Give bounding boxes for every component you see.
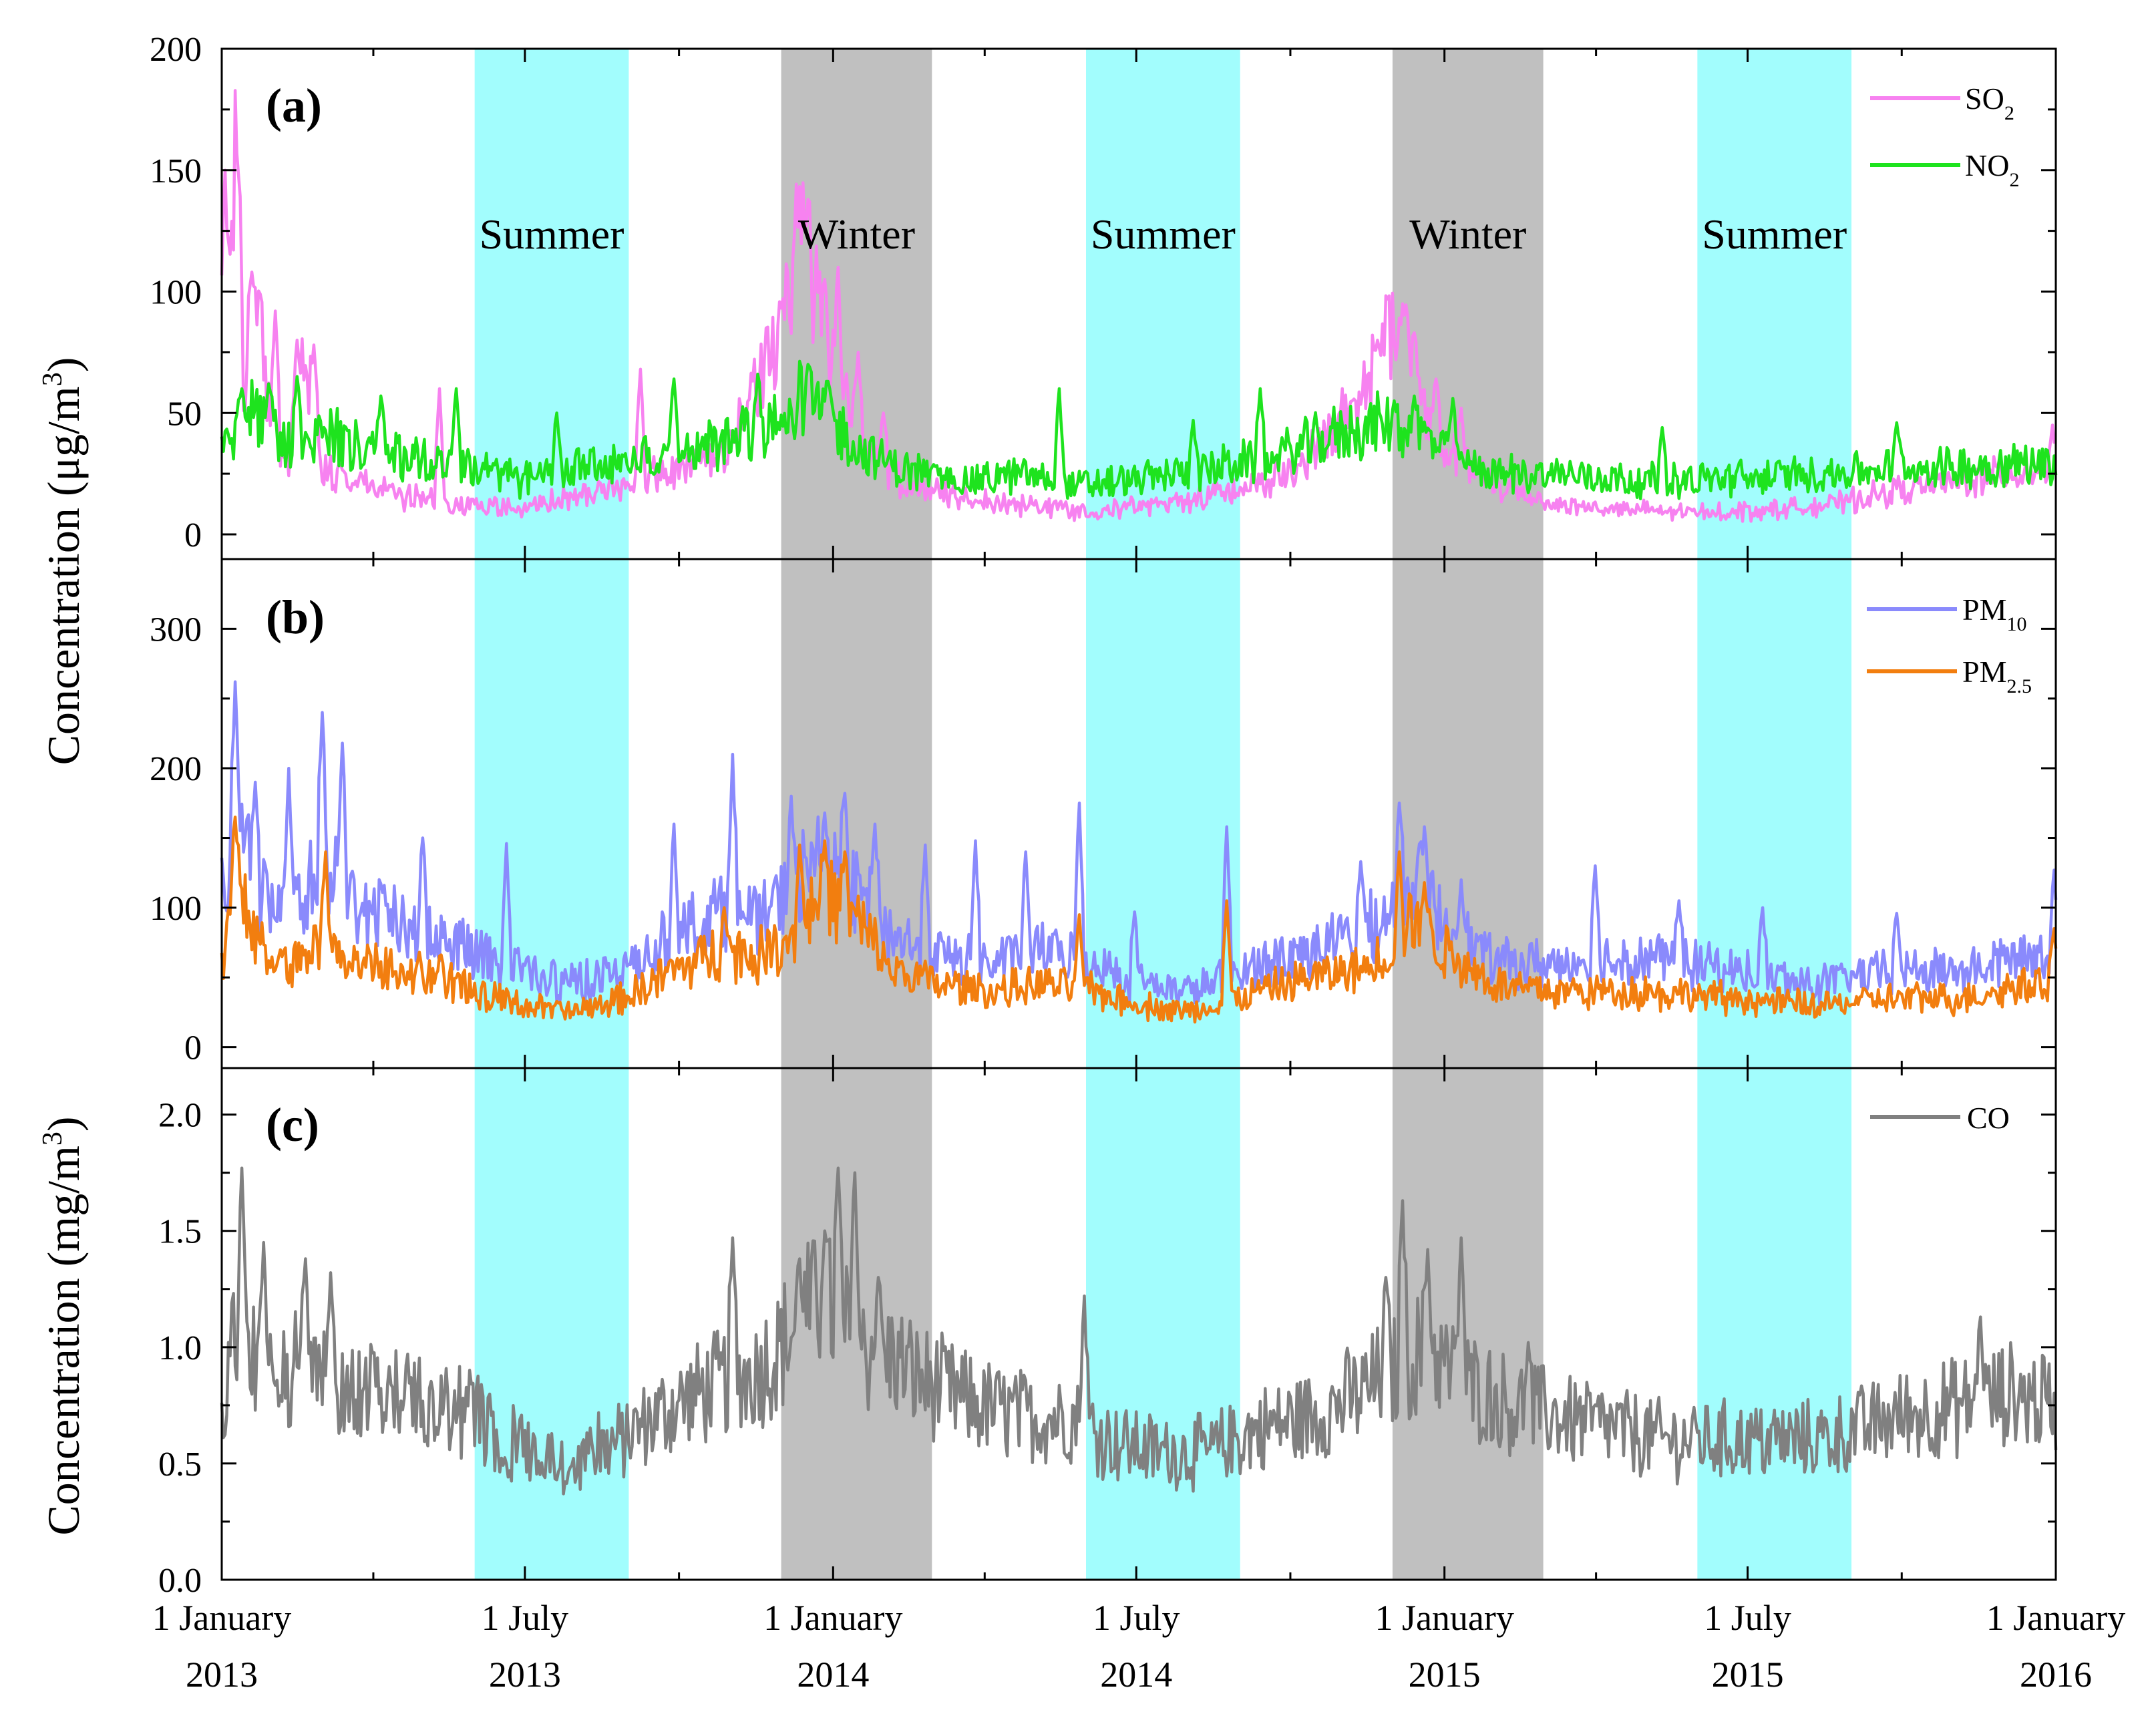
ytick-label-a-1: 50 bbox=[167, 395, 202, 433]
xtick-label-6: 1 January bbox=[1986, 1598, 2125, 1638]
ytick-label-b-1: 100 bbox=[150, 890, 202, 928]
season-band-4 bbox=[1697, 49, 1852, 1580]
ytick-label-c-3: 1.5 bbox=[158, 1213, 202, 1251]
xtick-label-0: 1 January bbox=[152, 1598, 291, 1638]
svg-text:PM10: PM10 bbox=[1962, 592, 2026, 635]
xtick-year-4: 2015 bbox=[1409, 1655, 1481, 1695]
ytick-label-a-0: 0 bbox=[184, 516, 202, 554]
xtick-label-3: 1 July bbox=[1093, 1598, 1180, 1638]
legend-label-so2: SO bbox=[1965, 81, 2004, 116]
series-line-b-0 bbox=[220, 680, 2058, 1007]
panel-label-a: (a) bbox=[266, 79, 322, 132]
legend-b: PM10 PM2.5 bbox=[1867, 592, 2032, 697]
data-series bbox=[220, 89, 2058, 1496]
xtick-label-5: 1 July bbox=[1704, 1598, 1791, 1638]
season-label-3: Winter bbox=[1409, 210, 1526, 258]
ytick-label-c-2: 1.0 bbox=[158, 1329, 202, 1367]
legend-sub-no2: 2 bbox=[2009, 169, 2019, 191]
legend-c: CO bbox=[1870, 1101, 2010, 1135]
season-labels: Summer Winter Summer Winter Summer bbox=[480, 210, 1847, 258]
season-band-0 bbox=[474, 49, 629, 1580]
ytick-label-a-3: 150 bbox=[150, 152, 202, 190]
y-axis-title-co: Concentration (mg/m3) bbox=[37, 1116, 89, 1535]
ytick-label-c-4: 2.0 bbox=[158, 1097, 202, 1135]
xtick-year-0: 2013 bbox=[186, 1655, 258, 1695]
legend-label-co: CO bbox=[1967, 1101, 2010, 1135]
ytick-label-a-4: 200 bbox=[150, 31, 202, 69]
xtick-year-2: 2014 bbox=[797, 1655, 869, 1695]
legend-sub-pm10: 10 bbox=[2006, 613, 2026, 635]
ytick-label-b-3: 300 bbox=[150, 611, 202, 649]
ytick-label-b-2: 200 bbox=[150, 750, 202, 788]
series-line-c-0 bbox=[220, 1166, 2058, 1496]
season-label-2: Summer bbox=[1091, 210, 1236, 258]
legend-label-pm10: PM bbox=[1962, 592, 2006, 627]
legend-sub-pm25: 2.5 bbox=[2006, 675, 2032, 697]
xtick-year-5: 2015 bbox=[1712, 1655, 1784, 1695]
season-label-1: Winter bbox=[798, 210, 915, 258]
season-label-0: Summer bbox=[480, 210, 624, 258]
ytick-label-c-0: 0.0 bbox=[158, 1562, 202, 1600]
legend-sub-so2: 2 bbox=[2004, 102, 2014, 124]
svg-text:SO2: SO2 bbox=[1965, 81, 2014, 124]
series-line-a-0 bbox=[220, 89, 2057, 523]
series-line-b-1 bbox=[220, 815, 2058, 1024]
legend-label-pm25: PM bbox=[1962, 655, 2006, 689]
series-line-a-1 bbox=[220, 359, 2058, 500]
legend-a: SO2 NO2 bbox=[1870, 81, 2019, 191]
xtick-label-2: 1 January bbox=[763, 1598, 902, 1638]
svg-text:PM2.5: PM2.5 bbox=[1962, 655, 2032, 697]
ytick-label-c-1: 0.5 bbox=[158, 1445, 202, 1484]
xtick-label-1: 1 July bbox=[482, 1598, 569, 1638]
season-band-1 bbox=[781, 49, 932, 1580]
xtick-year-3: 2014 bbox=[1100, 1655, 1172, 1695]
xtick-year-1: 2013 bbox=[489, 1655, 561, 1695]
panel-frame-c bbox=[220, 1067, 2057, 1581]
season-label-4: Summer bbox=[1702, 210, 1847, 258]
axes: 0 50 100 150 200 0 100 200 300 0.0 0.5 1.0 1.5 2.0 1 J… bbox=[150, 31, 2125, 1695]
y-axis-title-gas: Concentration (μg/m3) bbox=[37, 357, 89, 765]
xtick-year-6: 2016 bbox=[2020, 1655, 2092, 1695]
panel-label-c: (c) bbox=[266, 1098, 319, 1152]
svg-text:NO2: NO2 bbox=[1965, 148, 2019, 191]
xtick-label-4: 1 January bbox=[1375, 1598, 1513, 1638]
ytick-label-b-0: 0 bbox=[184, 1029, 202, 1067]
legend-label-no2: NO bbox=[1965, 148, 2009, 182]
ytick-label-a-2: 100 bbox=[150, 274, 202, 312]
panel-label-b: (b) bbox=[266, 590, 325, 644]
season-band-2 bbox=[1086, 49, 1240, 1580]
